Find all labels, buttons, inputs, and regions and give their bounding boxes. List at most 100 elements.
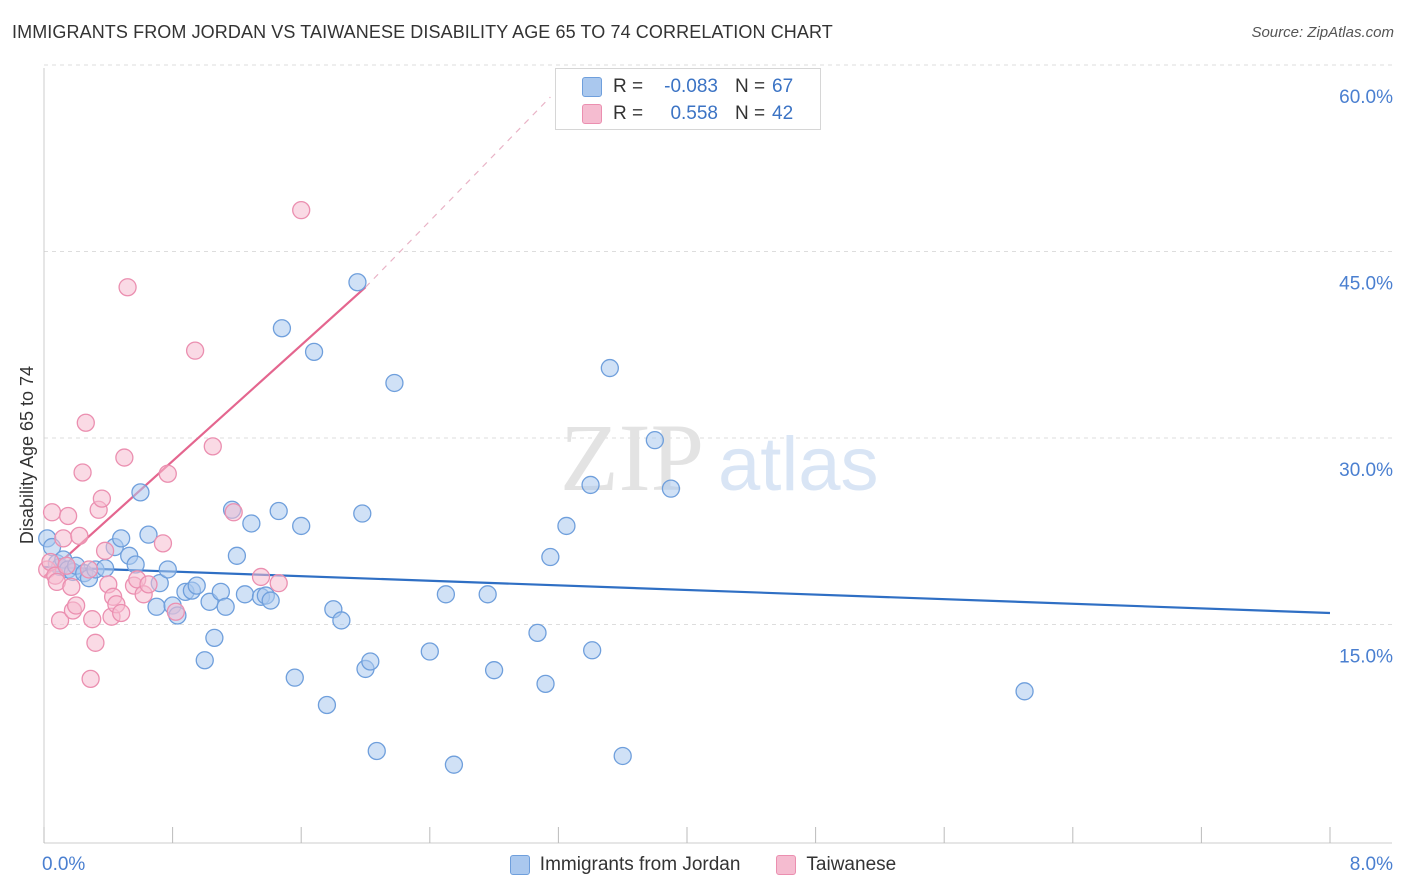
- point-jordan: [613, 746, 632, 766]
- point-jordan: [147, 597, 166, 616]
- point-taiwanese: [67, 596, 86, 615]
- stats-swatch-pink: [582, 104, 602, 124]
- point-taiwanese: [54, 529, 73, 548]
- stats-n-value: 67: [772, 76, 794, 97]
- point-jordan: [600, 358, 619, 378]
- x-tick-label: 8.0%: [1350, 854, 1393, 875]
- point-jordan: [317, 695, 337, 715]
- point-jordan: [332, 611, 351, 630]
- stats-swatch-blue: [582, 77, 602, 97]
- point-jordan: [444, 755, 464, 774]
- point-taiwanese: [79, 560, 99, 579]
- point-jordan: [436, 585, 456, 604]
- point-jordan: [536, 674, 555, 694]
- point-jordan: [361, 652, 380, 671]
- point-taiwanese: [58, 506, 78, 526]
- point-taiwanese: [115, 448, 134, 467]
- point-jordan: [187, 576, 206, 595]
- point-jordan: [385, 373, 404, 393]
- point-jordan: [661, 479, 681, 498]
- point-jordan: [367, 741, 386, 761]
- y-tick-label: 45.0%: [1339, 274, 1393, 295]
- trend-line-taiwanese: [43, 286, 367, 578]
- point-jordan: [272, 319, 292, 338]
- point-taiwanese: [166, 602, 185, 621]
- point-taiwanese: [50, 611, 70, 630]
- y-tick-label: 60.0%: [1339, 87, 1393, 108]
- point-taiwanese: [139, 575, 158, 594]
- point-jordan: [478, 585, 497, 604]
- stats-n-value: 42: [772, 103, 794, 124]
- stats-r-value: -0.083: [664, 76, 718, 97]
- point-jordan: [227, 546, 247, 565]
- x-tick-label: 0.0%: [42, 854, 85, 875]
- point-jordan: [1015, 682, 1034, 701]
- point-taiwanese: [92, 489, 112, 508]
- points-layer: [38, 200, 1034, 774]
- point-jordan: [645, 431, 664, 450]
- point-jordan: [420, 642, 439, 661]
- legend-label-taiwanese: Taiwanese: [806, 854, 897, 875]
- stats-r-label: R =: [613, 103, 644, 124]
- point-jordan: [139, 525, 158, 544]
- stats-legend-box: R = -0.083 N = 67 R = 0.558 N = 42: [555, 68, 821, 130]
- grid-layer: [44, 64, 1392, 625]
- point-taiwanese: [153, 534, 173, 553]
- source-label: Source: ZipAtlas.com: [1251, 24, 1394, 41]
- point-taiwanese: [251, 567, 271, 587]
- point-jordan: [541, 547, 560, 567]
- point-taiwanese: [292, 200, 311, 220]
- point-taiwanese: [83, 610, 102, 629]
- point-taiwanese: [42, 503, 62, 522]
- stats-n-label: N =: [735, 76, 766, 97]
- point-taiwanese: [73, 463, 92, 482]
- point-taiwanese: [185, 341, 205, 360]
- point-jordan: [348, 273, 367, 292]
- point-taiwanese: [203, 437, 222, 456]
- point-jordan: [269, 501, 288, 521]
- y-tick-label: 15.0%: [1339, 647, 1393, 668]
- point-jordan: [95, 559, 115, 578]
- axis-layer: 15.0% 30.0% 45.0% 60.0% 0.0% 8.0%: [42, 68, 1393, 875]
- watermark-zip: ZIP: [560, 404, 704, 511]
- point-taiwanese: [81, 669, 100, 689]
- point-jordan: [285, 668, 304, 687]
- watermark-atlas: atlas: [718, 422, 879, 507]
- point-jordan: [304, 342, 324, 362]
- stats-r-value: 0.558: [670, 103, 718, 124]
- point-jordan: [557, 516, 576, 536]
- point-taiwanese: [76, 413, 95, 432]
- trend-line-taiwanese-extension: [365, 96, 551, 288]
- stats-row-pink: R = 0.558 N = 42: [556, 101, 820, 127]
- point-jordan: [581, 475, 600, 495]
- point-jordan: [205, 628, 224, 647]
- legend-label-jordan: Immigrants from Jordan: [539, 854, 741, 875]
- point-jordan: [216, 597, 235, 616]
- point-taiwanese: [70, 526, 89, 546]
- point-jordan: [261, 591, 280, 610]
- y-tick-label: 30.0%: [1339, 460, 1393, 481]
- point-jordan: [292, 516, 311, 536]
- legend-item-jordan[interactable]: Immigrants from Jordan: [509, 854, 741, 876]
- point-taiwanese: [269, 573, 288, 593]
- point-jordan: [158, 560, 177, 579]
- point-taiwanese: [57, 556, 76, 575]
- legend-swatch-blue: [509, 855, 530, 875]
- y-axis-label: Disability Age 65 to 74: [17, 366, 37, 544]
- point-jordan: [112, 529, 131, 548]
- point-taiwanese: [62, 577, 81, 597]
- chart-title: IMMIGRANTS FROM JORDAN VS TAIWANESE DISA…: [12, 22, 833, 42]
- point-jordan: [195, 651, 214, 670]
- point-jordan: [528, 623, 547, 643]
- point-taiwanese: [158, 464, 177, 483]
- point-jordan: [583, 641, 602, 660]
- stats-row-blue: R = -0.083 N = 67: [556, 74, 820, 100]
- point-taiwanese: [118, 278, 137, 297]
- legend-swatch-pink: [776, 855, 797, 875]
- point-jordan: [235, 585, 255, 604]
- point-taiwanese: [224, 503, 243, 522]
- point-taiwanese: [86, 633, 105, 652]
- legend-item-taiwanese[interactable]: Taiwanese: [776, 854, 896, 876]
- stats-n-label: N =: [735, 103, 766, 124]
